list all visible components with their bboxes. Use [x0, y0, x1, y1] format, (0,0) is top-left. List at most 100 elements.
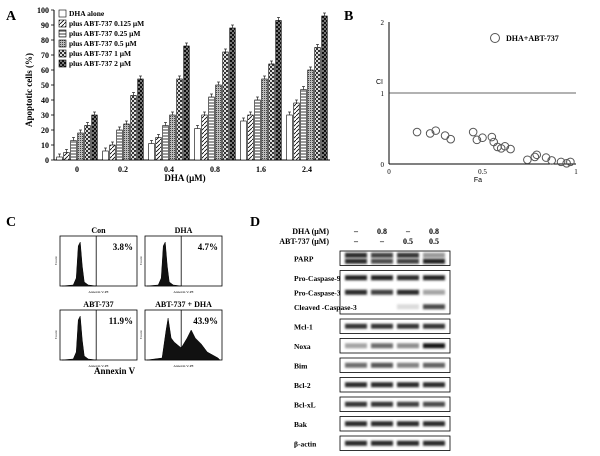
wb-band — [371, 289, 393, 295]
wb-blot-frame — [339, 250, 451, 266]
panel-a-legend-label: plus ABT-737 0.5 μM — [69, 39, 137, 48]
wb-band — [397, 343, 419, 349]
wb-row-label: Pro-Caspase-9 — [294, 274, 341, 283]
panel-d-western-blot: DHA (μM) ABT-737 (μM) –0.8–0.8– –0.5 0.5 P… — [279, 227, 451, 451]
flow-histogram-title: Con — [91, 226, 106, 235]
panel-b-point — [489, 137, 499, 147]
panel-a-bar — [208, 96, 215, 161]
panel-c-letter: C — [6, 215, 16, 230]
wb-band — [423, 421, 445, 427]
panel-b-point — [468, 127, 478, 137]
panel-a-ytick-label: 100 — [37, 6, 49, 15]
panel-a-legend-label: plus ABT-737 1 μM — [69, 49, 131, 58]
panel-a-bar — [155, 137, 162, 161]
panel-a-bar — [130, 95, 137, 161]
flow-histogram-y-axis-label: Count — [139, 256, 143, 265]
panel-a-xtick-label: 1.6 — [256, 165, 266, 174]
panel-b-point — [487, 132, 497, 142]
panel-a-ytick-label: 10 — [41, 141, 49, 150]
panel-b-point — [566, 157, 575, 167]
panel-a-legend-label: DHA alone — [69, 9, 105, 18]
flow-histogram-curve — [61, 315, 97, 361]
panel-a-bar — [56, 156, 63, 161]
wb-band — [371, 258, 393, 264]
panel-b-scatter-chart: CI Fa 0 1 2 0 0.5 1 DHA+ABT-737 — [376, 19, 578, 184]
panel-b-point — [496, 144, 506, 153]
wb-blot-frame — [339, 357, 451, 373]
flow-histogram-percent: 11.9% — [109, 316, 133, 326]
panel-a-bar — [286, 114, 293, 161]
panel-a-bar — [123, 123, 130, 161]
wb-row-label: Bcl-xL — [294, 400, 316, 409]
panel-a-bar — [247, 114, 254, 161]
wb-band — [371, 421, 393, 427]
panel-b-xtick-label: 0.5 — [478, 168, 487, 176]
panel-a-bar — [194, 128, 201, 161]
panel-b-ylabel: CI — [376, 79, 383, 86]
wb-row-label: Noxa — [294, 342, 311, 351]
wb-band — [397, 275, 419, 281]
panel-a-bar — [109, 144, 116, 161]
wb-blot-frame — [339, 396, 451, 412]
wb-abt-lane-value: – — [353, 237, 359, 246]
panel-a-ytick-label: 90 — [41, 21, 49, 30]
wb-band — [423, 258, 445, 264]
panel-a-bar — [77, 132, 84, 161]
panel-a-bar — [137, 78, 144, 161]
wb-blot-frame — [339, 270, 451, 315]
panel-a-ytick-label: 50 — [41, 81, 49, 90]
wb-band — [397, 440, 419, 446]
panel-a-xlabel: DHA (μM) — [164, 173, 205, 183]
panel-a-bar — [84, 125, 91, 161]
panel-b-point — [478, 133, 487, 143]
panel-a-bar — [293, 102, 300, 161]
flow-histogram-y-axis-label: Count — [139, 330, 143, 339]
flow-histogram: ABT-737 + DHA 43.9% Count Annexin V-PE — [139, 300, 223, 368]
panel-a-bar — [176, 78, 183, 161]
wb-band — [397, 304, 419, 310]
flow-histogram-title: ABT-737 — [83, 300, 113, 309]
panel-b-point — [440, 131, 450, 140]
panel-b-legend: DHA+ABT-737 — [490, 33, 559, 43]
wb-band — [423, 401, 445, 407]
panel-a-legend-swatch — [58, 39, 67, 48]
wb-band — [345, 258, 367, 264]
wb-row-label: PARP — [294, 254, 314, 263]
wb-band — [397, 421, 419, 427]
panel-a-ytick-label: 80 — [41, 36, 49, 45]
panel-a-legend-swatch — [58, 29, 67, 38]
panel-b-point — [472, 135, 482, 145]
wb-dha-lane-value: – — [353, 227, 359, 236]
wb-band — [345, 382, 367, 388]
panel-b-point — [431, 126, 441, 135]
panel-a-bar — [201, 114, 208, 161]
wb-dha-lane-value: 0.8 — [429, 227, 439, 236]
wb-band — [371, 401, 393, 407]
panel-a-bar — [254, 99, 261, 161]
wb-band — [423, 343, 445, 349]
wb-band — [423, 362, 445, 368]
wb-band — [423, 382, 445, 388]
panel-a-bar — [307, 69, 314, 161]
panel-a-bar-chart: Apoptotic cells (%) DHA (μM) 0 10 20 30 40 50… — [24, 6, 330, 183]
panel-a-bar — [70, 140, 77, 161]
panel-a-bar — [169, 114, 176, 161]
panel-a-bar — [314, 47, 321, 161]
panel-a-ytick-label: 40 — [41, 96, 49, 105]
panel-a-bar — [102, 150, 109, 161]
wb-band — [397, 362, 419, 368]
panel-a-bar — [240, 120, 247, 161]
panel-a-xtick-label: 0.4 — [164, 165, 174, 174]
wb-band — [345, 275, 367, 281]
flow-histogram-title: DHA — [175, 226, 193, 235]
wb-abt-lane-value: 0.5 — [429, 237, 439, 246]
panel-a-bar — [268, 63, 275, 161]
panel-b-xtick-label: 0 — [387, 168, 391, 176]
wb-dha-lane-value: – — [405, 227, 411, 236]
panel-a-bar — [321, 15, 328, 161]
wb-dha-lane-value: 0.8 — [377, 227, 387, 236]
wb-row-label: Cleaved -Caspase-3 — [294, 303, 357, 312]
panel-a-bar — [222, 51, 229, 161]
